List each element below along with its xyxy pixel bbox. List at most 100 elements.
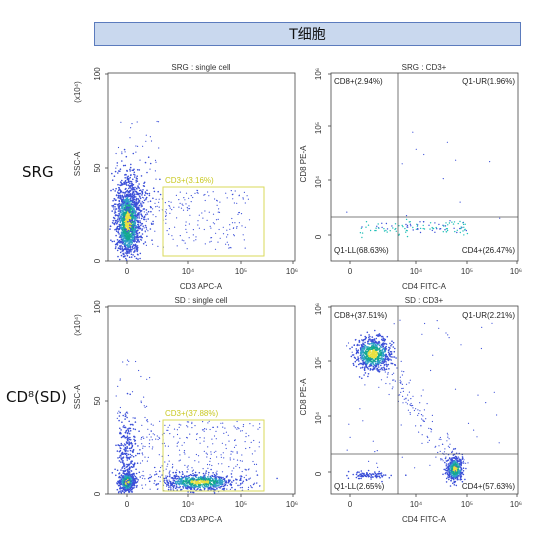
scatter-point <box>123 228 125 231</box>
scatter-point <box>379 361 382 364</box>
scatter-point <box>205 479 207 481</box>
scatter-point <box>454 463 457 466</box>
scatter-point <box>184 476 187 479</box>
scatter-point <box>198 471 201 474</box>
scatter-point <box>123 232 125 235</box>
scatter-point <box>121 481 124 484</box>
scatter-point <box>219 481 222 483</box>
scatter-point <box>137 206 140 209</box>
scatter-point <box>117 189 120 191</box>
scatter-point <box>241 489 244 492</box>
scatter-point <box>126 487 128 489</box>
scatter-point <box>125 484 128 486</box>
scatter-point <box>152 433 154 435</box>
scatter-point <box>124 447 127 449</box>
scatter-point <box>441 458 443 460</box>
scatter-point <box>254 450 256 452</box>
scatter-point <box>245 478 248 481</box>
scatter-point <box>128 213 130 216</box>
scatter-point <box>134 428 137 431</box>
scatter-point <box>379 334 382 337</box>
scatter-point <box>452 456 455 459</box>
scatter-point <box>191 481 193 483</box>
scatter-point <box>160 466 162 469</box>
scatter-point <box>445 228 448 230</box>
scatter-point <box>207 480 209 483</box>
scatter-point <box>199 480 202 482</box>
scatter-point <box>132 203 134 206</box>
scatter-point <box>366 346 369 348</box>
scatter-point <box>133 209 136 211</box>
scatter-point <box>122 238 125 240</box>
scatter-point <box>123 482 125 484</box>
scatter-point <box>123 225 126 227</box>
scatter-point <box>443 468 446 471</box>
scatter-point <box>131 450 134 453</box>
scatter-point <box>351 346 353 349</box>
scatter-point <box>383 361 385 364</box>
scatter-point <box>115 208 117 210</box>
scatter-point <box>447 466 450 468</box>
scatter-point <box>126 170 128 172</box>
scatter-point <box>138 369 140 372</box>
scatter-point <box>118 410 120 412</box>
scatter-point <box>121 479 124 481</box>
plot-title: SRG : single cell <box>171 63 230 72</box>
scatter-point <box>130 231 133 233</box>
scatter-point <box>127 218 130 221</box>
scatter-point <box>382 342 385 344</box>
scatter-point <box>115 194 118 196</box>
scatter-point <box>155 206 157 208</box>
scatter-point <box>128 444 130 446</box>
scatter-point <box>374 362 377 365</box>
scatter-point <box>131 391 134 393</box>
scatter-point <box>460 471 462 474</box>
scatter-point <box>383 228 385 230</box>
scatter-point <box>129 220 131 222</box>
scatter-point <box>129 215 131 218</box>
scatter-point <box>132 228 135 231</box>
scatter-point <box>149 168 151 170</box>
scatter-point <box>453 464 455 467</box>
scatter-point <box>187 481 189 483</box>
scatter-point <box>127 215 130 217</box>
scatter-point <box>245 479 248 482</box>
scatter-point <box>454 466 456 469</box>
scatter-point <box>140 235 142 237</box>
scatter-point <box>207 486 209 488</box>
scatter-point <box>129 235 132 237</box>
scatter-point <box>442 231 444 233</box>
scatter-point <box>458 471 460 474</box>
scatter-point <box>141 460 144 462</box>
scatter-point <box>117 220 119 223</box>
scatter-point <box>125 230 128 232</box>
scatter-point <box>127 484 130 487</box>
scatter-point <box>131 220 133 222</box>
scatter-point <box>178 480 180 482</box>
scatter-point <box>364 346 366 349</box>
scatter-point <box>128 216 131 218</box>
scatter-point <box>192 477 194 479</box>
scatter-point <box>112 206 114 208</box>
scatter-point <box>142 208 145 210</box>
scatter-point <box>127 215 130 217</box>
scatter-point <box>182 484 185 486</box>
scatter-point <box>373 342 375 345</box>
scatter-point <box>119 220 122 223</box>
scatter-point <box>453 476 456 478</box>
scatter-point <box>121 451 124 454</box>
scatter-point <box>162 477 165 480</box>
scatter-point <box>122 477 125 479</box>
scatter-point <box>148 443 150 445</box>
scatter-point <box>373 338 376 340</box>
scatter-point <box>121 421 123 424</box>
scatter-point <box>219 479 221 482</box>
scatter-point <box>253 439 255 442</box>
scatter-point <box>184 453 186 455</box>
scatter-point <box>383 354 386 357</box>
scatter-point <box>128 488 131 491</box>
scatter-point <box>244 202 246 204</box>
scatter-point <box>220 456 222 458</box>
scatter-point <box>456 467 458 470</box>
scatter-point <box>127 178 129 180</box>
